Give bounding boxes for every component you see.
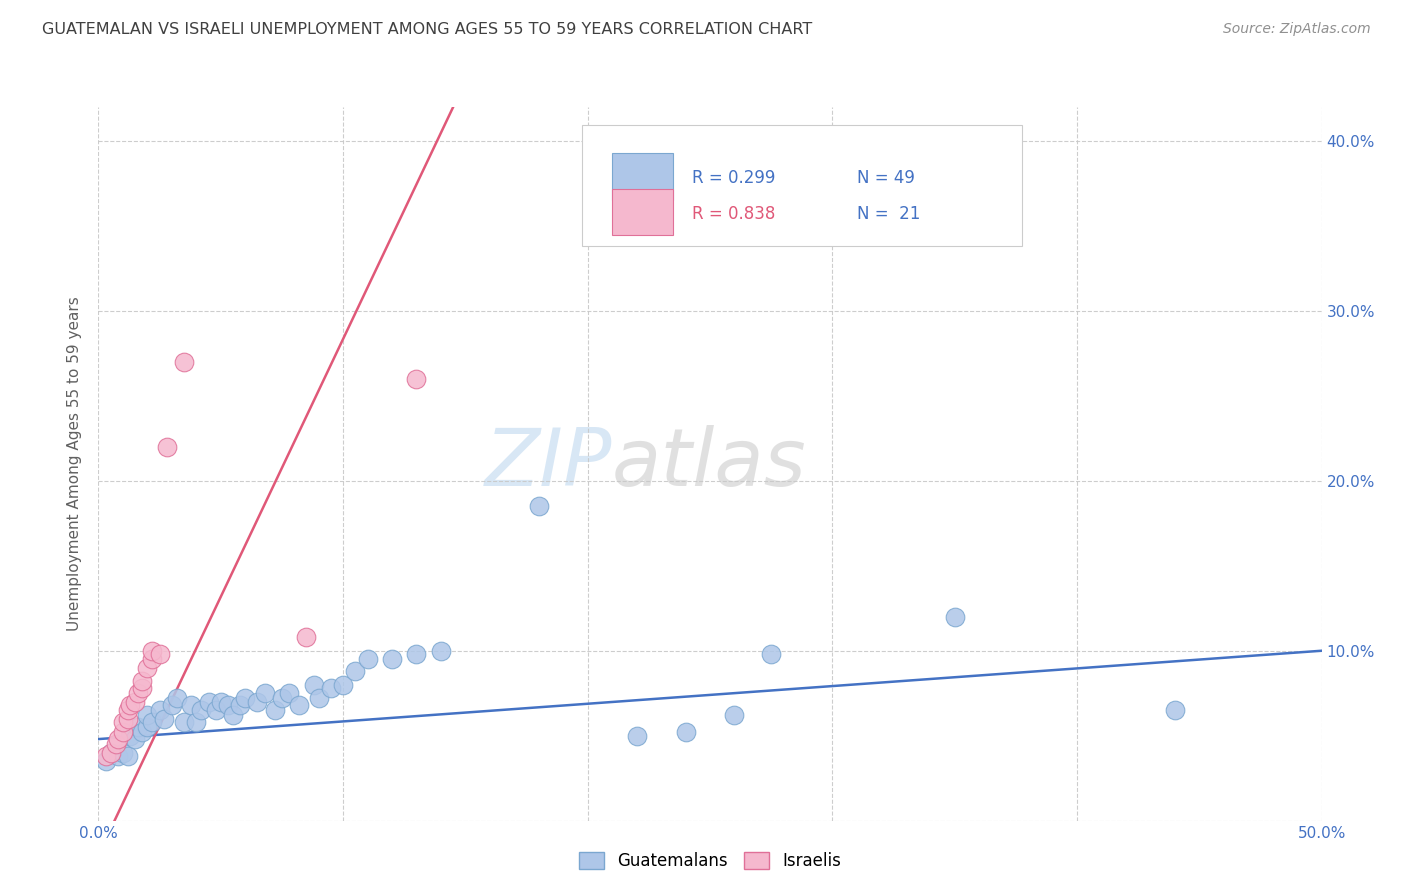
Point [107, 749, 129, 764]
Point [153, 712, 176, 726]
Point [626, 729, 648, 743]
Point [166, 691, 188, 706]
Point [111, 725, 134, 739]
Point [430, 644, 453, 658]
Point [723, 708, 745, 723]
Point [120, 698, 142, 712]
Point [190, 703, 212, 717]
Text: atlas: atlas [612, 425, 807, 503]
Point [229, 698, 252, 712]
Point [308, 691, 330, 706]
Point [186, 715, 208, 730]
Point [319, 681, 342, 695]
Point [141, 715, 163, 730]
Point [270, 691, 294, 706]
Point [197, 695, 219, 709]
Point [136, 720, 159, 734]
Point [217, 698, 239, 712]
Text: GUATEMALAN VS ISRAELI UNEMPLOYMENT AMONG AGES 55 TO 59 YEARS CORRELATION CHART: GUATEMALAN VS ISRAELI UNEMPLOYMENT AMONG… [42, 22, 813, 37]
Point [94, 749, 117, 764]
Point [209, 695, 232, 709]
Point [117, 712, 139, 726]
Point [127, 686, 149, 700]
Point [111, 746, 134, 760]
Point [111, 715, 134, 730]
Text: R = 0.299: R = 0.299 [692, 169, 775, 187]
Point [405, 372, 427, 386]
Point [149, 703, 172, 717]
Point [675, 725, 697, 739]
Text: N = 49: N = 49 [856, 169, 915, 187]
Point [141, 652, 163, 666]
Bar [612, 153, 673, 200]
Point [160, 698, 183, 712]
Point [295, 630, 318, 644]
Point [127, 720, 149, 734]
Point [302, 678, 325, 692]
Point [332, 678, 354, 692]
Text: R = 0.838: R = 0.838 [692, 205, 775, 223]
Y-axis label: Unemployment Among Ages 55 to 59 years: Unemployment Among Ages 55 to 59 years [67, 296, 83, 632]
Point [117, 749, 139, 764]
Point [107, 732, 129, 747]
Point [131, 674, 153, 689]
Point [173, 715, 195, 730]
Point [253, 686, 276, 700]
Point [136, 708, 159, 723]
Point [156, 440, 179, 454]
Point [381, 652, 404, 666]
Point [173, 355, 195, 369]
Point [405, 647, 427, 661]
Point [1164, 703, 1187, 717]
Point [527, 500, 550, 514]
Legend: Guatemalans, Israelis: Guatemalans, Israelis [572, 845, 848, 877]
Point [104, 737, 127, 751]
Point [136, 661, 159, 675]
Point [761, 647, 783, 661]
FancyBboxPatch shape [582, 125, 1022, 246]
Point [131, 725, 153, 739]
Point [120, 729, 142, 743]
Point [233, 691, 256, 706]
Text: Source: ZipAtlas.com: Source: ZipAtlas.com [1223, 22, 1371, 37]
Point [149, 647, 172, 661]
Text: ZIP: ZIP [485, 425, 612, 503]
Text: N =  21: N = 21 [856, 205, 920, 223]
Point [180, 698, 202, 712]
Point [100, 746, 122, 760]
Bar [612, 189, 673, 235]
Point [222, 708, 245, 723]
Point [205, 703, 228, 717]
Point [124, 732, 146, 747]
Point [131, 681, 153, 695]
Point [94, 754, 117, 768]
Point [344, 664, 367, 678]
Point [943, 609, 966, 624]
Point [124, 695, 146, 709]
Point [263, 703, 285, 717]
Point [141, 644, 163, 658]
Point [278, 686, 301, 700]
Point [117, 703, 139, 717]
Point [100, 746, 122, 760]
Point [288, 698, 311, 712]
Point [356, 652, 378, 666]
Point [246, 695, 269, 709]
